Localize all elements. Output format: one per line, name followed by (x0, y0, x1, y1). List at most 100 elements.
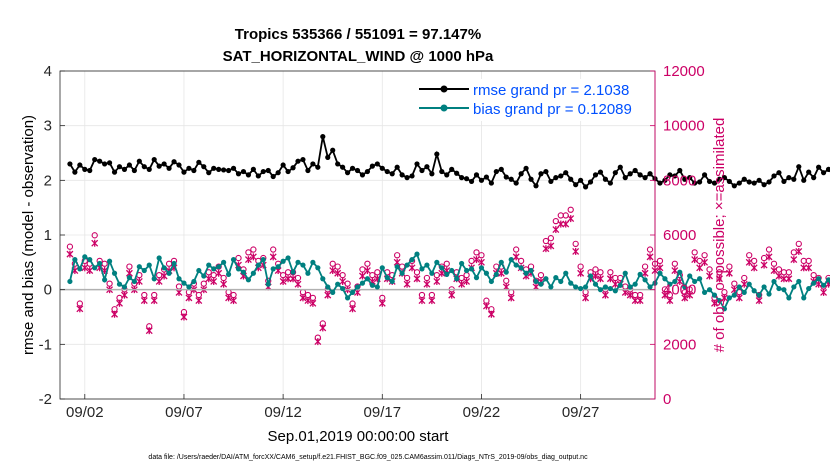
bias-point (151, 276, 157, 282)
bias-point (92, 265, 98, 271)
obs-assimilated-point (512, 253, 520, 261)
obs-assimilated-point (611, 280, 619, 288)
obs-possible-point (646, 246, 654, 253)
obs-possible-point (413, 269, 421, 276)
rmse-point (667, 172, 673, 178)
rmse-point (344, 170, 351, 176)
left-y-axis: -2 -1 0 1 2 3 4 (39, 63, 65, 408)
right-y-tick-label: 8000 (663, 172, 696, 189)
rmse-point (459, 175, 465, 181)
bias-point (77, 266, 83, 272)
obs-possible-point (706, 266, 713, 273)
obs-assimilated-point (66, 250, 74, 258)
obs-assimilated-point (750, 264, 758, 272)
rmse-point (374, 161, 380, 167)
bias-point (285, 255, 291, 261)
obs-assimilated-point (477, 258, 485, 266)
rmse-point (558, 173, 564, 179)
bias-point (359, 280, 366, 286)
rmse-point (340, 164, 346, 170)
rmse-point (325, 154, 331, 160)
bias-point (508, 257, 514, 263)
legend-box (413, 79, 642, 121)
rmse-point (617, 164, 623, 170)
rmse-point (825, 166, 830, 172)
bias-point (206, 262, 212, 268)
bias-point (687, 273, 693, 279)
rmse-point (622, 175, 628, 181)
rmse-point (364, 168, 371, 175)
obs-assimilated-point (626, 291, 634, 299)
obs-possible-point (156, 271, 163, 279)
rmse-point (597, 169, 604, 175)
rmse-point (468, 178, 475, 185)
rmse-point (335, 161, 341, 167)
bias-point (806, 285, 812, 292)
obs-possible-point (339, 271, 346, 279)
obs-assimilated-point (780, 275, 788, 283)
bias-point (672, 278, 678, 285)
bias-point (473, 275, 480, 281)
obs-possible-point (245, 249, 252, 256)
bias-point (706, 287, 713, 293)
bias-point (364, 276, 371, 282)
rmse-series (67, 134, 830, 190)
rmse-point (235, 171, 242, 177)
rmse-point (697, 179, 703, 185)
rmse-point (429, 171, 435, 177)
obs-assimilated-point (760, 261, 768, 269)
rmse-point (682, 176, 688, 182)
rmse-point (756, 177, 762, 183)
bias-point (399, 270, 405, 276)
obs-assimilated-point (755, 297, 763, 305)
obs-assimilated-point (577, 269, 585, 277)
bias-point (126, 275, 133, 281)
rmse-point (444, 172, 450, 178)
rmse-point (543, 168, 549, 175)
rmse-point (354, 167, 361, 174)
obs-possible-point (785, 269, 793, 276)
bias-point (280, 258, 286, 264)
obs-assimilated-point (150, 297, 158, 305)
obs-assimilated-point (220, 280, 228, 288)
bias-point (632, 281, 638, 287)
rmse-point (216, 166, 222, 172)
obs-assimilated-point (562, 220, 570, 228)
rmse-point (424, 164, 430, 170)
bias-point (796, 278, 802, 285)
bias-point (335, 281, 341, 287)
x-tick-label: 09/07 (165, 404, 203, 421)
bias-point (731, 292, 737, 298)
bias-point (419, 266, 425, 272)
rmse-point (230, 165, 237, 171)
bias-point (622, 270, 628, 276)
bias-point (766, 291, 772, 297)
obs-possible-point (770, 260, 778, 267)
bias-point (67, 278, 73, 285)
obs-assimilated-point (309, 299, 317, 307)
bias-point (181, 280, 187, 286)
bias-point (468, 266, 475, 272)
bias-point (667, 281, 673, 287)
obs-assimilated-point (358, 272, 366, 280)
legend-rmse-label: rmse grand pr = 2.1038 (473, 82, 629, 99)
rmse-point (587, 179, 594, 185)
obs-possible-point (517, 257, 525, 265)
obs-assimilated-point (378, 299, 386, 307)
obs-assimilated-point (720, 294, 728, 302)
obs-assimilated-point (701, 258, 709, 266)
obs-assimilated-point (567, 215, 575, 223)
right-y-tick-label: 2000 (663, 336, 696, 353)
rmse-point (642, 175, 648, 181)
rmse-point (434, 151, 440, 157)
obs-assimilated-point (715, 275, 723, 283)
rmse-point (721, 175, 728, 181)
bias-point (141, 267, 147, 274)
obs-assimilated-point (696, 264, 704, 272)
bias-point (354, 284, 361, 290)
bias-point (434, 259, 440, 265)
rmse-point (771, 173, 777, 179)
bias-point (493, 271, 499, 277)
bias-point (255, 262, 261, 268)
